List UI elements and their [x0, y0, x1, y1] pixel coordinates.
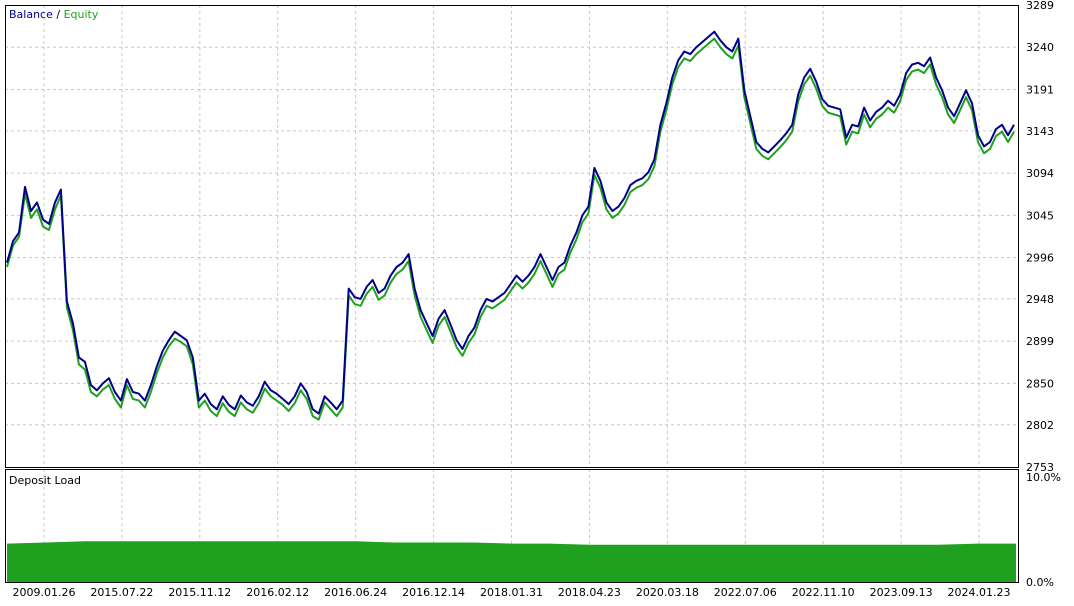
y-tick-label: 3289: [1026, 0, 1054, 12]
legend-separator: /: [53, 8, 64, 21]
load-panel-frame: [5, 469, 1019, 583]
legend-equity: Equity: [64, 8, 99, 21]
y-tick-label: 3143: [1026, 125, 1054, 138]
main-gridlines: [5, 5, 1018, 467]
load-y-tick-label: 0.0%: [1026, 576, 1054, 589]
x-axis-labels: 2009.01.26 2015.07.22 2015.11.12 2016.02.12…: [12, 586, 1010, 599]
deposit-load-title: Deposit Load: [9, 474, 81, 487]
equity-series: [6, 37, 1015, 421]
x-tick-label: 2016.12.14: [402, 586, 465, 599]
deposit-load-series: [7, 541, 1016, 582]
y-tick-label: 3240: [1026, 41, 1054, 54]
y-tick-label: 3045: [1026, 209, 1054, 222]
y-tick-label: 2850: [1026, 377, 1054, 390]
x-tick-label: 2020.03.18: [636, 586, 699, 599]
y-tick-label: 2753: [1026, 461, 1054, 474]
balance-line: [6, 30, 1015, 415]
x-tick-label: 2023.09.13: [870, 586, 933, 599]
x-tick-label: 2009.01.26: [12, 586, 75, 599]
legend: Balance / Equity: [9, 8, 99, 21]
x-tick-label: 2016.06.24: [324, 586, 387, 599]
y-tick-label: 3191: [1026, 83, 1054, 96]
equity-line: [6, 37, 1015, 421]
x-tick-label: 2015.07.22: [90, 586, 153, 599]
x-tick-label: 2022.07.06: [714, 586, 777, 599]
y-axis-labels: 3289 3240 3191 3143 3094 3045 2996 2948 2899 2850…: [1026, 0, 1061, 589]
y-tick-label: 3094: [1026, 167, 1054, 180]
x-tick-label: 2024.01.23: [948, 586, 1011, 599]
deposit-load-area: [7, 541, 1016, 582]
balance-series: [6, 30, 1015, 415]
y-tick-label: 2802: [1026, 419, 1054, 432]
y-tick-label: 2899: [1026, 335, 1054, 348]
y-tick-label: 2996: [1026, 252, 1054, 265]
main-panel-frame: [5, 5, 1019, 468]
x-tick-label: 2018.01.31: [480, 586, 543, 599]
load-y-tick-label: 10.0%: [1026, 471, 1061, 484]
legend-balance: Balance: [9, 8, 53, 21]
deposit-load-gridlines: [43, 469, 980, 582]
x-tick-label: 2022.11.10: [792, 586, 855, 599]
y-tick-label: 2948: [1026, 293, 1054, 306]
x-tick-label: 2018.04.23: [558, 586, 621, 599]
panel-frames: [5, 5, 1019, 583]
x-tick-label: 2016.02.12: [246, 586, 309, 599]
x-tick-label: 2015.11.12: [168, 586, 231, 599]
